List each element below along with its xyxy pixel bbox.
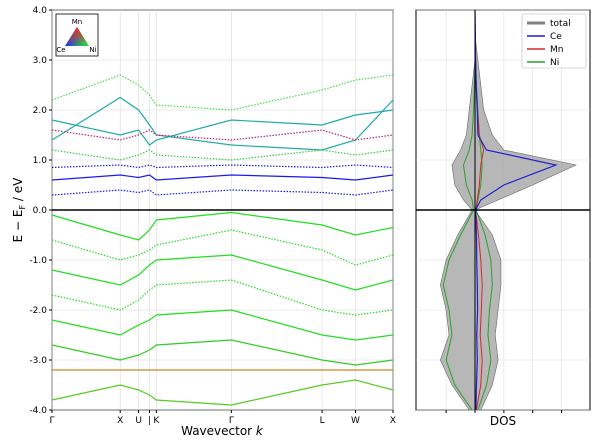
band-line (51, 189, 394, 196)
band-y-tick-label: -3.0 (29, 356, 47, 366)
dos-legend: total Ce Mn Ni (521, 13, 587, 69)
band-k-tick-label: U (135, 416, 142, 426)
band-line (51, 229, 394, 266)
band-y-tick-label: 3.0 (33, 56, 48, 66)
band-line (51, 174, 394, 181)
triangle-label-ce: Ce (56, 46, 65, 54)
band-k-tick-label: X (117, 416, 123, 426)
band-line (51, 211, 394, 241)
dos-legend-label: Mn (550, 45, 563, 55)
band-x-axis-label: Wavevector k (181, 424, 264, 438)
band-y-tick-label: -1.0 (29, 256, 47, 266)
band-line (51, 254, 394, 291)
dos-ce-line (474, 9, 558, 411)
band-k-tick-label: W (351, 416, 360, 426)
dos-ni-left-line (442, 10, 476, 411)
band-k-tick-label: Γ (49, 416, 54, 426)
dos-panel: total Ce Mn Ni DOS (415, 9, 591, 428)
band-line (51, 339, 394, 366)
band-y-ticks: -4.0 -3.0 -2.0 -1.0 0.0 1.0 2.0 3.0 4.0 (29, 6, 52, 416)
dos-legend-label: total (550, 19, 571, 29)
band-line (51, 164, 394, 169)
band-k-tick-label: L (320, 416, 325, 426)
dos-legend-box (521, 13, 587, 69)
dos-legend-label: Ni (550, 58, 559, 68)
band-y-tick-label: 2.0 (33, 106, 48, 116)
composition-triangle-overlay (65, 27, 89, 46)
band-line (51, 379, 394, 406)
band-k-tick-label: K (153, 416, 160, 426)
band-line (51, 109, 394, 146)
band-k-tick-label: | (148, 416, 151, 426)
composition-triangle: Mn Ce Ni (55, 13, 99, 57)
band-lines (51, 74, 394, 406)
band-y-tick-label: 1.0 (33, 156, 48, 166)
triangle-label-ni: Ni (89, 46, 96, 54)
dos-legend-label: Ce (550, 32, 562, 42)
band-line (51, 309, 394, 341)
band-k-point-ticks: Γ X U | K Γ L W X (49, 410, 396, 426)
band-line (51, 279, 394, 316)
band-y-axis-label: E − EF / eV (11, 177, 27, 243)
band-y-tick-label: -4.0 (29, 406, 47, 416)
band-y-tick-label: 0.0 (33, 206, 48, 216)
band-k-tick-label: X (390, 416, 396, 426)
band-line (51, 149, 394, 161)
band-y-tick-label: -2.0 (29, 306, 47, 316)
dos-x-axis-label: DOS (490, 414, 516, 428)
band-k-tick-label: Γ (229, 416, 234, 426)
band-y-tick-label: 4.0 (33, 6, 48, 16)
dos-x-ticks (445, 410, 563, 413)
band-line (51, 74, 394, 111)
band-panel: -4.0 -3.0 -2.0 -1.0 0.0 1.0 2.0 3.0 4.0 Γ X U | K Γ L W… (11, 6, 396, 438)
band-line (51, 129, 394, 141)
triangle-label-mn: Mn (72, 18, 82, 26)
